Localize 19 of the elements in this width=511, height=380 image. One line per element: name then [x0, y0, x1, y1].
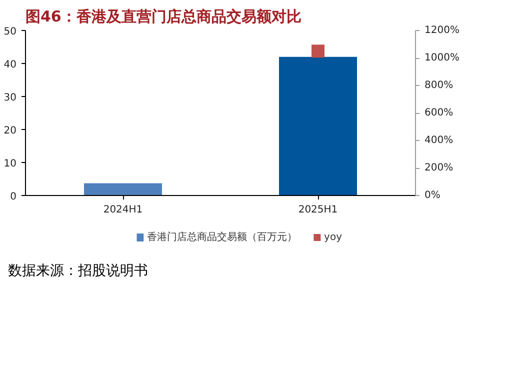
x-tick-label: 2024H1: [103, 204, 143, 216]
x-tick-label: 2025H1: [298, 204, 338, 216]
y2-tick-label: 1200%: [424, 25, 460, 36]
y2-tick-label: 1000%: [424, 52, 460, 64]
y-tick-label: 50: [4, 26, 17, 38]
y2-tick-label: 200%: [424, 162, 454, 174]
legend-label: yoy: [324, 232, 342, 243]
y-tick-label: 40: [4, 60, 17, 70]
y-tick-label: 30: [4, 92, 17, 104]
y2-tick-label: 800%: [424, 80, 454, 91]
source-note: 数据来源：招股说明书: [8, 262, 148, 281]
y-tick-label: 0: [10, 192, 17, 202]
y-tick-label: 20: [4, 126, 17, 136]
y2-tick-label: 0%: [424, 190, 440, 201]
legend-label: 香港门店总商品交易额（百万元）: [147, 231, 298, 243]
y2-tick-label: 600%: [424, 108, 454, 118]
chart-title: 图46：香港及直营门店总商品交易额对比: [26, 8, 302, 26]
y-tick-label: 10: [4, 158, 17, 170]
y2-tick-label: 400%: [424, 135, 454, 146]
